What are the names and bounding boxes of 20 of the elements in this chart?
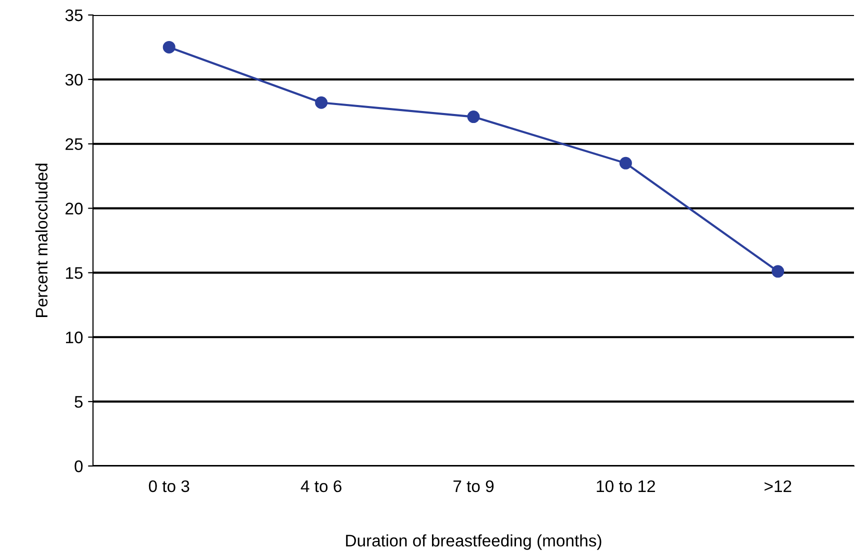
- point: [315, 96, 328, 109]
- y-tick-label: 25: [66, 138, 83, 150]
- point: [772, 265, 784, 278]
- point: [467, 110, 480, 124]
- x-tick-label: 7 to 9: [454, 480, 494, 492]
- x-axis-title: Duration of breastfeeding (months): [346, 534, 602, 550]
- y-axis-title: Percent maloccluded: [35, 164, 48, 317]
- y-tick-label: 0: [74, 460, 83, 472]
- y-tick-label: 30: [65, 74, 83, 86]
- y-tick-label: 15: [66, 267, 83, 279]
- y-tick-label: 20: [66, 202, 83, 214]
- y-tick-label: 10: [66, 332, 83, 344]
- y-tick-label: 35: [65, 9, 83, 22]
- x-tick-label: 4 to 6: [300, 480, 342, 492]
- y-tick-label: 5: [74, 396, 83, 408]
- x-tick-label: >12: [764, 480, 792, 492]
- x-tick-label: 10 to 12: [596, 480, 655, 492]
- x-tick-label: 0 to 3: [148, 480, 190, 492]
- point: [162, 40, 176, 54]
- point: [619, 156, 632, 170]
